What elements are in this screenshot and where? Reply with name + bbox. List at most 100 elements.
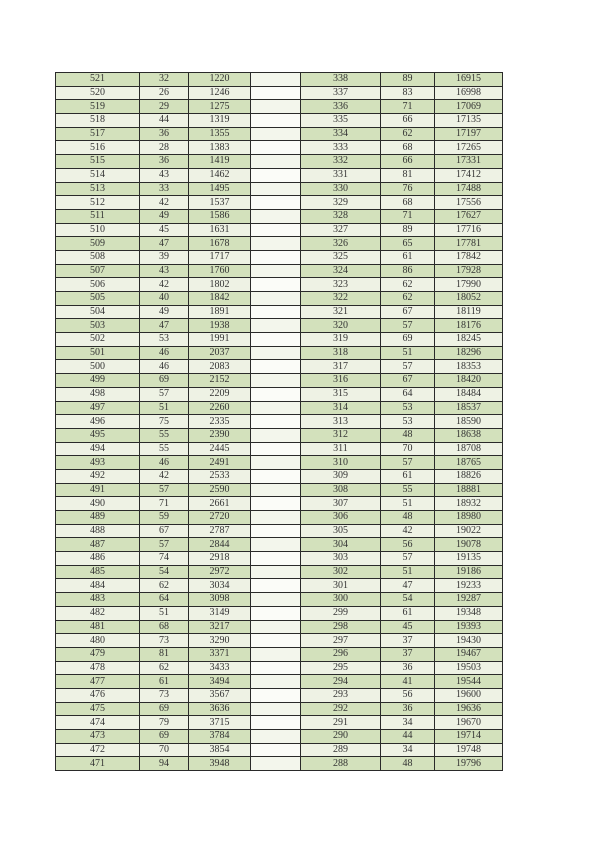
spacer-cell	[250, 715, 301, 730]
right-count-cell: 62	[380, 126, 435, 142]
left-count-cell: 39	[139, 249, 189, 265]
table-row: 504 49 1891 321 67 18119	[55, 304, 503, 320]
left-count-cell: 26	[139, 85, 189, 101]
right-score-cell: 333	[300, 140, 381, 156]
spacer-cell	[250, 154, 301, 169]
right-count-cell: 57	[380, 359, 435, 375]
left-cumulative-cell: 1842	[188, 291, 251, 306]
right-cumulative-cell: 19287	[434, 592, 503, 607]
right-cumulative-cell: 18052	[434, 291, 503, 306]
right-cumulative-cell: 19636	[434, 701, 503, 717]
right-cumulative-cell: 17412	[434, 167, 503, 183]
right-count-cell: 68	[380, 140, 435, 156]
right-score-cell: 292	[300, 701, 381, 717]
right-score-cell: 329	[300, 195, 381, 210]
table-row: 516 28 1383 333 68 17265	[55, 140, 503, 156]
right-score-cell: 327	[300, 222, 381, 238]
right-score-cell: 318	[300, 345, 381, 361]
left-cumulative-cell: 1462	[188, 167, 251, 183]
left-score-cell: 514	[55, 167, 140, 183]
spacer-cell	[250, 564, 301, 580]
table-row: 479 81 3371 296 37 19467	[55, 646, 503, 662]
right-cumulative-cell: 19670	[434, 715, 503, 730]
right-cumulative-cell: 18296	[434, 345, 503, 361]
table-row: 510 45 1631 327 89 17716	[55, 222, 503, 238]
right-cumulative-cell: 17842	[434, 249, 503, 265]
right-count-cell: 48	[380, 427, 435, 443]
right-score-cell: 298	[300, 619, 381, 635]
spacer-cell	[250, 72, 301, 87]
table-row: 503 47 1938 320 57 18176	[55, 318, 503, 334]
left-score-cell: 502	[55, 332, 140, 347]
left-cumulative-cell: 2335	[188, 414, 251, 429]
right-score-cell: 299	[300, 605, 381, 621]
right-count-cell: 56	[380, 537, 435, 553]
right-count-cell: 61	[380, 605, 435, 621]
left-score-cell: 473	[55, 729, 140, 744]
left-score-cell: 499	[55, 373, 140, 388]
left-cumulative-cell: 2844	[188, 537, 251, 553]
right-score-cell: 314	[300, 400, 381, 416]
left-cumulative-cell: 1419	[188, 154, 251, 169]
spacer-cell	[250, 687, 301, 703]
table-row: 481 68 3217 298 45 19393	[55, 619, 503, 635]
right-score-cell: 336	[300, 99, 381, 115]
right-score-cell: 300	[300, 592, 381, 607]
right-score-cell: 309	[300, 468, 381, 484]
spacer-cell	[250, 496, 301, 511]
spacer-cell	[250, 195, 301, 210]
right-cumulative-cell: 17990	[434, 277, 503, 292]
left-count-cell: 61	[139, 674, 189, 689]
left-count-cell: 57	[139, 537, 189, 553]
left-count-cell: 32	[139, 72, 189, 87]
score-distribution-table: 521 32 1220 338 89 16915 520 26 1246 337 83 16998 51…	[55, 72, 503, 772]
left-cumulative-cell: 2390	[188, 427, 251, 443]
left-cumulative-cell: 3948	[188, 756, 251, 772]
left-count-cell: 71	[139, 496, 189, 511]
left-score-cell: 495	[55, 427, 140, 443]
left-count-cell: 49	[139, 208, 189, 224]
right-count-cell: 48	[380, 510, 435, 525]
right-count-cell: 76	[380, 181, 435, 197]
left-count-cell: 69	[139, 729, 189, 744]
table-row: 496 75 2335 313 53 18590	[55, 414, 503, 429]
table-row: 495 55 2390 312 48 18638	[55, 427, 503, 443]
left-count-cell: 51	[139, 400, 189, 416]
right-score-cell: 332	[300, 154, 381, 169]
right-count-cell: 51	[380, 345, 435, 361]
spacer-cell	[250, 551, 301, 566]
left-cumulative-cell: 1717	[188, 249, 251, 265]
left-count-cell: 68	[139, 619, 189, 635]
right-cumulative-cell: 19748	[434, 742, 503, 758]
right-cumulative-cell: 18638	[434, 427, 503, 443]
left-score-cell: 505	[55, 291, 140, 306]
left-cumulative-cell: 3034	[188, 578, 251, 594]
spacer-cell	[250, 537, 301, 553]
right-score-cell: 322	[300, 291, 381, 306]
right-cumulative-cell: 17781	[434, 236, 503, 251]
left-count-cell: 42	[139, 195, 189, 210]
left-count-cell: 46	[139, 345, 189, 361]
spacer-cell	[250, 756, 301, 772]
left-count-cell: 67	[139, 523, 189, 539]
left-cumulative-cell: 3149	[188, 605, 251, 621]
left-count-cell: 36	[139, 126, 189, 142]
right-score-cell: 302	[300, 564, 381, 580]
table-row: 482 51 3149 299 61 19348	[55, 605, 503, 621]
right-score-cell: 305	[300, 523, 381, 539]
right-score-cell: 296	[300, 646, 381, 662]
right-score-cell: 321	[300, 304, 381, 320]
table-row: 489 59 2720 306 48 18980	[55, 510, 503, 525]
right-cumulative-cell: 17069	[434, 99, 503, 115]
right-cumulative-cell: 18353	[434, 359, 503, 375]
left-count-cell: 94	[139, 756, 189, 772]
right-count-cell: 51	[380, 496, 435, 511]
spacer-cell	[250, 729, 301, 744]
left-score-cell: 504	[55, 304, 140, 320]
spacer-cell	[250, 222, 301, 238]
left-count-cell: 51	[139, 605, 189, 621]
spacer-cell	[250, 304, 301, 320]
right-count-cell: 36	[380, 660, 435, 676]
left-count-cell: 57	[139, 386, 189, 402]
left-cumulative-cell: 1537	[188, 195, 251, 210]
